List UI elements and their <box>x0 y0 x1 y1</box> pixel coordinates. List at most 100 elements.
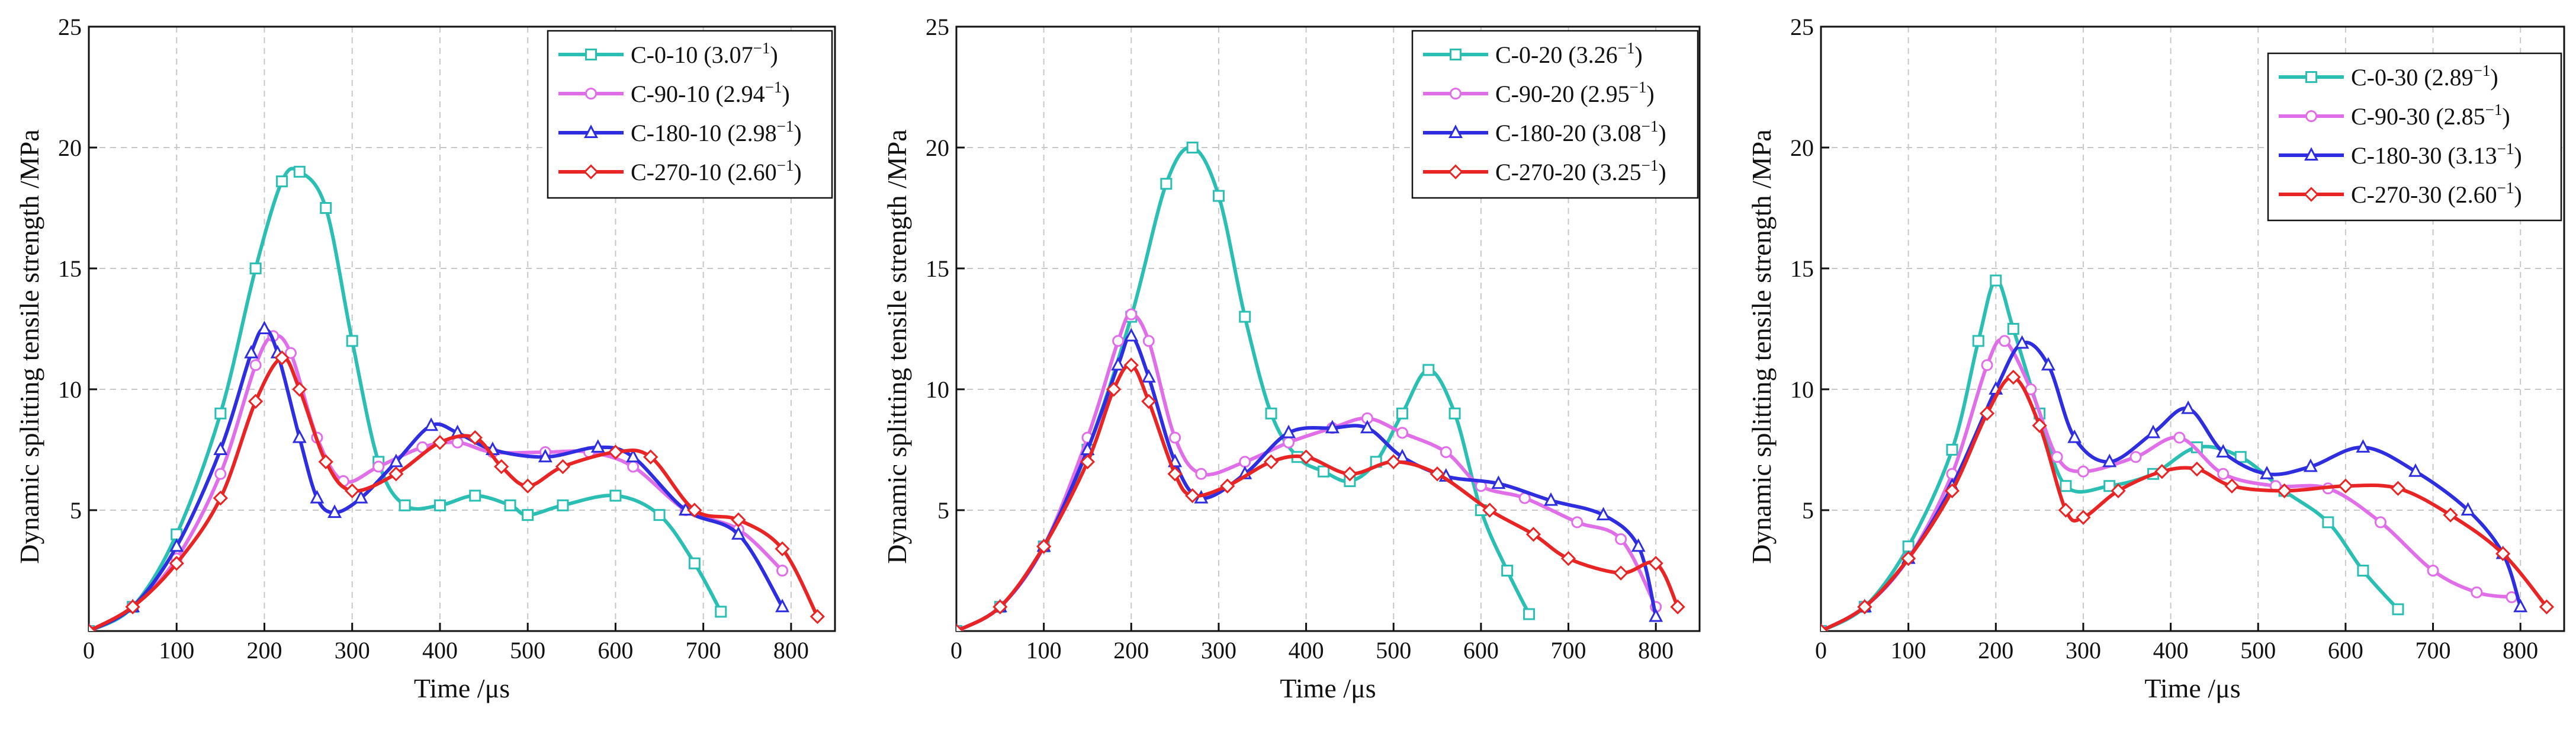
data-point-C-180-10 <box>626 449 641 463</box>
chart-panel-1: 0 100 200 300 400 500 600 700 800 5 10 15 20 25 Time /… <box>14 14 836 703</box>
y-tick-label: 5 <box>1802 497 1814 524</box>
data-point-C-0-10 <box>557 499 569 511</box>
data-point-C-90-10 <box>776 565 789 577</box>
data-point-C-270-30 <box>2006 369 2021 385</box>
data-point-C-270-10 <box>432 435 448 450</box>
data-point-C-270-10 <box>213 490 228 506</box>
legend-label: C-90-10 (2.94−1) <box>631 78 790 107</box>
data-point-C-180-30 <box>2041 357 2055 371</box>
data-point-C-180-20 <box>1544 492 1558 506</box>
data-point-C-0-30 <box>2357 565 2369 577</box>
data-point-C-180-30 <box>2513 598 2528 613</box>
data-point-C-180-30 <box>2102 453 2117 468</box>
legend-swatch-marker <box>584 124 598 138</box>
data-point-C-0-10 <box>653 509 666 521</box>
data-point-C-90-20 <box>1112 335 1125 347</box>
x-tick-label: 300 <box>1201 637 1236 664</box>
data-point-C-270-10 <box>775 541 790 556</box>
legend-swatch-marker <box>585 88 597 100</box>
y-axis-label: Dynamic splitting tensile strength /MPa <box>14 129 44 563</box>
data-point-C-270-10 <box>248 393 264 409</box>
data-point-C-0-30 <box>2392 603 2404 616</box>
data-point-C-0-20 <box>1448 407 1461 420</box>
data-point-C-0-20 <box>1160 178 1173 190</box>
data-point-C-90-20 <box>1239 456 1251 468</box>
data-point-C-270-30 <box>2076 510 2091 525</box>
data-point-C-0-10 <box>504 499 516 511</box>
data-point-C-270-30 <box>1979 406 1995 421</box>
data-point-C-90-20 <box>1571 516 1583 529</box>
series-C-90-10 <box>89 330 789 631</box>
data-point-C-180-10 <box>310 489 325 504</box>
x-tick-label: 800 <box>1638 637 1674 664</box>
data-point-C-0-10 <box>249 262 262 274</box>
legend-swatch-marker <box>2305 110 2317 122</box>
data-point-C-180-20 <box>1631 538 1646 552</box>
y-tick-label: 5 <box>937 497 949 524</box>
series-C-180-20 <box>956 328 1663 631</box>
legend-swatch-marker <box>585 49 597 60</box>
data-point-C-270-20 <box>1263 454 1279 470</box>
x-tick-label: 500 <box>1376 637 1411 664</box>
series-line-C-90-10 <box>89 334 784 631</box>
data-point-C-90-20 <box>1195 468 1207 480</box>
data-point-C-270-10 <box>388 466 404 482</box>
data-point-C-0-30 <box>2322 516 2334 529</box>
data-point-C-180-10 <box>388 453 403 468</box>
data-point-C-0-30 <box>1946 444 1958 456</box>
data-point-C-90-10 <box>214 468 227 480</box>
x-tick-label: 0 <box>83 637 95 664</box>
x-axis-label: Time /μs <box>2144 673 2240 703</box>
data-point-C-270-20 <box>1525 527 1541 542</box>
data-point-C-270-20 <box>1613 565 1629 581</box>
data-point-C-90-20 <box>1396 427 1408 439</box>
data-point-C-0-10 <box>399 499 411 511</box>
x-tick-label: 600 <box>598 637 633 664</box>
y-tick-label: 20 <box>1790 135 1814 161</box>
series-line-C-90-30 <box>1821 338 2512 631</box>
data-point-C-270-10 <box>810 609 825 625</box>
series-C-0-10 <box>89 165 727 631</box>
data-point-C-270-30 <box>2111 483 2126 498</box>
data-point-C-180-10 <box>538 449 553 463</box>
y-tick-label: 15 <box>1790 255 1814 282</box>
data-point-C-270-20 <box>993 599 1008 614</box>
data-point-C-90-20 <box>1142 335 1155 347</box>
data-point-C-270-30 <box>2276 483 2292 498</box>
data-point-C-180-30 <box>2067 429 2082 443</box>
x-tick-label: 600 <box>1463 637 1499 664</box>
data-point-C-0-10 <box>293 165 306 178</box>
data-point-C-270-10 <box>643 449 659 465</box>
data-point-C-180-30 <box>2146 424 2161 438</box>
plot-frame <box>88 25 836 632</box>
x-tick-label: 200 <box>1113 637 1149 664</box>
data-point-C-180-10 <box>213 441 228 455</box>
data-point-C-180-30 <box>2356 439 2371 453</box>
legend-swatch-marker <box>2305 71 2317 83</box>
data-point-C-270-30 <box>2032 418 2047 433</box>
x-tick-label: 100 <box>159 637 194 664</box>
data-point-C-0-30 <box>2007 323 2019 335</box>
data-point-C-180-20 <box>1141 369 1156 383</box>
series-C-270-20 <box>956 357 1685 631</box>
data-point-C-270-10 <box>89 623 97 631</box>
x-tick-label: 100 <box>1891 637 1926 664</box>
y-tick-label: 10 <box>58 376 82 403</box>
series-C-270-10 <box>89 350 825 631</box>
data-point-C-90-30 <box>2051 451 2063 463</box>
data-point-C-180-20 <box>1491 475 1506 489</box>
data-point-C-270-30 <box>2390 481 2406 496</box>
data-point-C-180-10 <box>292 429 307 443</box>
data-point-C-180-10 <box>590 439 605 453</box>
data-point-C-90-30 <box>2129 451 2142 463</box>
data-point-C-0-30 <box>1990 274 2002 287</box>
data-point-C-270-10 <box>555 459 571 475</box>
y-tick-label: 25 <box>1790 14 1814 40</box>
data-point-C-270-20 <box>1298 449 1314 465</box>
x-tick-label: 700 <box>686 637 721 664</box>
x-tick-label: 300 <box>335 637 370 664</box>
data-point-C-180-20 <box>1281 424 1296 438</box>
data-point-C-270-30 <box>2539 599 2555 614</box>
data-point-C-0-10 <box>715 606 727 618</box>
data-point-C-180-10 <box>327 504 342 518</box>
